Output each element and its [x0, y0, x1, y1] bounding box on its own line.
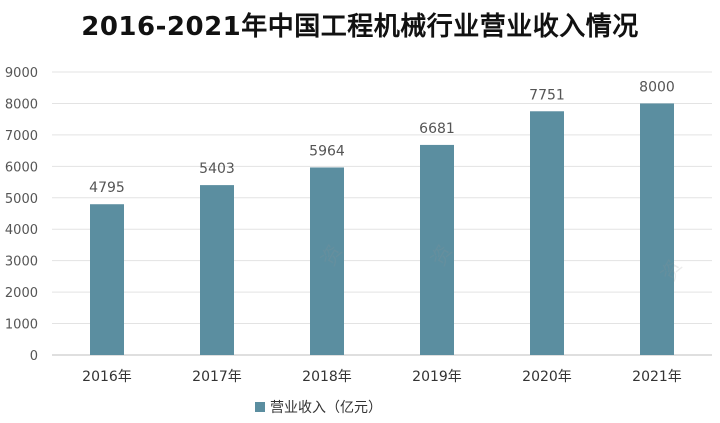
y-tick-label: 1000	[5, 318, 38, 333]
data-label: 8000	[639, 79, 675, 95]
y-tick-label: 2000	[5, 286, 38, 301]
x-axis-ticks: 2016年 2017年 2018年 2019年 2020年 2021年	[82, 369, 682, 385]
bar	[90, 204, 124, 355]
data-label: 7751	[529, 87, 565, 103]
bar	[640, 103, 674, 355]
bar	[200, 185, 234, 355]
bar	[310, 167, 344, 355]
y-tick-label: 6000	[5, 160, 38, 175]
y-tick-label: 4000	[5, 223, 38, 238]
x-tick-label: 2017年	[192, 369, 242, 385]
x-tick-label: 2018年	[302, 369, 352, 385]
gridlines	[52, 71, 712, 356]
y-axis-ticks: 0 1000 2000 3000 4000 5000 6000 7000 8000 9000	[5, 66, 38, 364]
y-tick-label: 3000	[5, 255, 38, 270]
y-tick-label: 0	[30, 349, 38, 364]
legend-swatch	[255, 402, 265, 412]
chart-title: 2016-2021年中国工程机械行业营业收入情况	[81, 12, 639, 42]
x-tick-label: 2020年	[522, 369, 572, 385]
data-label: 5964	[309, 143, 345, 159]
x-tick-label: 2016年	[82, 369, 132, 385]
y-tick-label: 9000	[5, 66, 38, 81]
data-label: 6681	[419, 121, 455, 137]
bar	[420, 144, 454, 355]
y-tick-label: 7000	[5, 129, 38, 144]
legend-label: 营业收入（亿元）	[270, 400, 382, 416]
y-tick-label: 5000	[5, 192, 38, 207]
bar	[530, 111, 564, 355]
y-tick-label: 8000	[5, 97, 38, 112]
x-tick-label: 2019年	[412, 369, 462, 385]
data-labels: 4795 5403 5964 6681 7751 8000	[89, 79, 675, 196]
bars	[90, 103, 674, 355]
legend: 营业收入（亿元）	[255, 400, 382, 416]
data-label: 4795	[89, 180, 125, 196]
x-tick-label: 2021年	[632, 369, 682, 385]
data-label: 5403	[199, 161, 235, 177]
